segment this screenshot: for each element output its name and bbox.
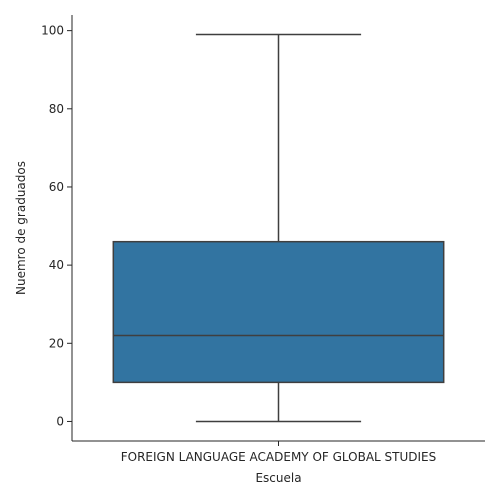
x-axis-ticks: FOREIGN LANGUAGE ACADEMY OF GLOBAL STUDI… — [121, 441, 437, 464]
y-tick-label: 60 — [49, 180, 64, 194]
y-tick-label: 40 — [49, 258, 64, 272]
y-tick-label: 100 — [41, 24, 64, 38]
iqr-box — [112, 240, 445, 384]
x-axis-label: Escuela — [255, 471, 301, 485]
y-axis-ticks: 0 20 40 60 80 100 — [41, 24, 72, 428]
box-series — [112, 33, 445, 423]
y-tick-label: 20 — [49, 336, 64, 350]
y-axis-label: Nuemro de graduados — [14, 161, 28, 295]
x-tick-label: FOREIGN LANGUAGE ACADEMY OF GLOBAL STUDI… — [121, 450, 437, 464]
y-tick-label: 80 — [49, 102, 64, 116]
y-tick-label: 0 — [56, 414, 64, 428]
